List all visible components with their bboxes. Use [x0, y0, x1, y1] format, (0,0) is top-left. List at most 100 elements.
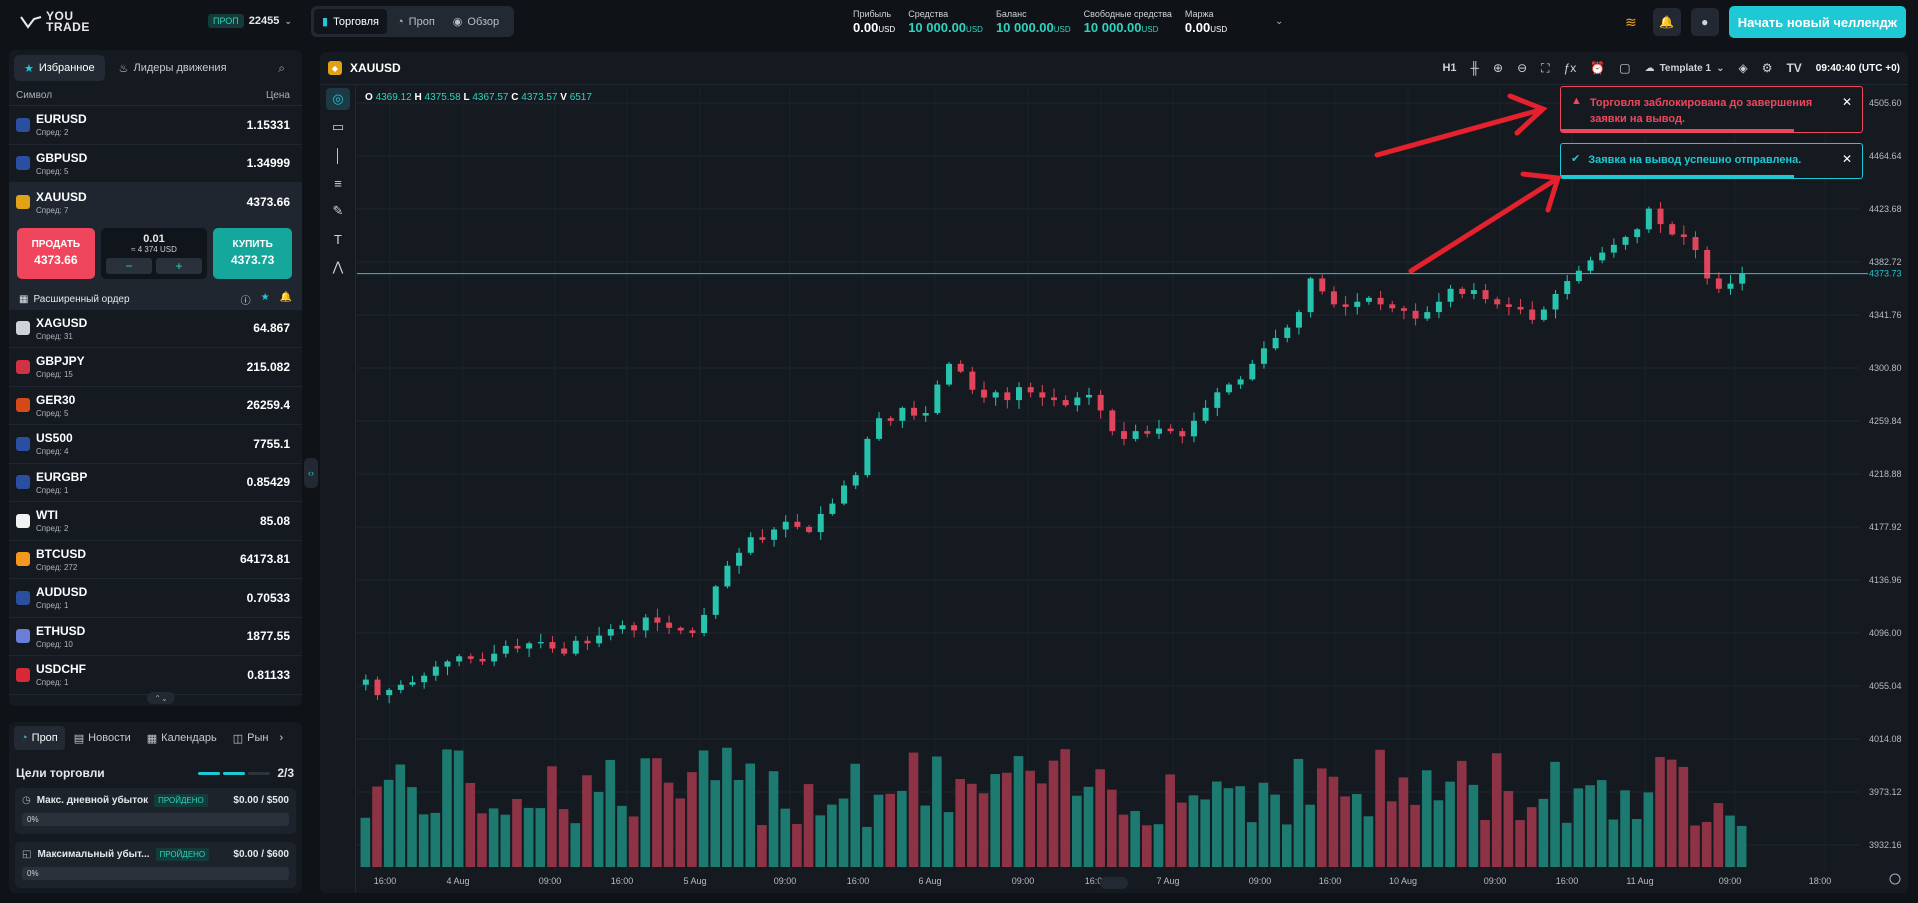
- tab-prop-goals[interactable]: ◔ Проп: [14, 726, 65, 750]
- prop-icon: ◔: [397, 15, 404, 28]
- info-icon[interactable]: ⓘ: [240, 295, 251, 307]
- buy-button[interactable]: КУПИТЬ 4373.73: [213, 227, 292, 279]
- row-spread: Спред: 7: [36, 205, 69, 215]
- candle-body: [969, 371, 976, 390]
- watchlist-row[interactable]: GBPUSD Спред: 5 1.34999: [9, 145, 302, 183]
- star-icon[interactable]: ★: [260, 291, 270, 303]
- tab-favorites[interactable]: ★ Избранное: [14, 55, 105, 81]
- pattern-tool[interactable]: ⋀: [320, 253, 356, 281]
- ruler-tool[interactable]: ▭: [320, 113, 356, 141]
- screenshot-icon[interactable]: ▢: [1619, 61, 1631, 75]
- indicators-icon[interactable]: ƒx: [1563, 61, 1577, 75]
- goal-status: ПРОЙДЕНО: [155, 848, 210, 861]
- close-icon[interactable]: ✕: [1841, 152, 1852, 166]
- volume-bar: [687, 772, 697, 867]
- account-selector[interactable]: ПРОП 22455 ⌄: [208, 14, 292, 28]
- tab-calendar[interactable]: ▦ Календарь: [140, 726, 224, 750]
- row-symbol: USDJPY: [36, 705, 84, 706]
- volume-bar: [908, 752, 919, 867]
- volume-bar: [897, 790, 907, 867]
- increase-button[interactable]: +: [156, 257, 202, 274]
- watchlist-row[interactable]: USDJPY 150.222: [9, 695, 302, 706]
- new-challenge-button[interactable]: Начать новый челлендж: [1728, 6, 1906, 38]
- text-tool[interactable]: T: [320, 225, 356, 253]
- alarm-icon[interactable]: ⏰: [1590, 61, 1606, 75]
- volume-bar: [1503, 791, 1514, 867]
- chart-symbol[interactable]: XAUUSD: [350, 61, 401, 75]
- zoom-out-icon[interactable]: ⊖: [1517, 61, 1528, 75]
- tradingview-icon[interactable]: TV: [1786, 61, 1802, 75]
- chart-scroll-handle[interactable]: [1100, 877, 1128, 889]
- stat-free-margin: Свободные средства 10 000.00USD: [1084, 9, 1172, 35]
- close-icon[interactable]: ✕: [1841, 95, 1852, 109]
- volume-bar: [430, 812, 441, 867]
- tab-label: Лидеры движения: [133, 62, 227, 74]
- tab-label: Избранное: [38, 62, 95, 74]
- watchlist-row[interactable]: XAUUSD Спред: 7 4373.66: [9, 183, 302, 222]
- collapse-handle[interactable]: ⌃⌄: [147, 692, 175, 704]
- watchlist-row[interactable]: BTCUSD Спред: 272 64173.81: [9, 541, 302, 579]
- ohlc-open: 4369.12: [375, 92, 412, 103]
- sell-button[interactable]: ПРОДАТЬ 4373.66: [17, 227, 95, 279]
- pencil-tool[interactable]: ✎: [320, 197, 356, 225]
- tab-markets[interactable]: ◫ Рын: [226, 726, 276, 750]
- volume-bar: [1153, 824, 1164, 867]
- settings-icon[interactable]: ⚙: [1761, 61, 1773, 75]
- advanced-order[interactable]: ▦ Расширенный ордер ⓘ ★ 🔔: [9, 289, 302, 310]
- watchlist-row[interactable]: WTI Спред: 2 85.08: [9, 502, 302, 541]
- watchlist-row[interactable]: GER30 Спред: 5 26259.4: [9, 387, 302, 425]
- watchlist-row[interactable]: US500 Спред: 4 7755.1: [9, 425, 302, 464]
- watchlist-row[interactable]: XAGUSD Спред: 31 64.867: [9, 310, 302, 348]
- stats-expand-icon[interactable]: ⌄: [1275, 16, 1284, 27]
- vertical-line-tool[interactable]: │: [320, 141, 356, 169]
- stat-value: 0.00: [1184, 20, 1211, 35]
- tab-news[interactable]: ▤ Новости: [67, 726, 138, 750]
- watchlist-row[interactable]: EURGBP Спред: 1 0.85429: [9, 464, 302, 502]
- watchlist-row[interactable]: ETHUSD Спред: 10 1877.55: [9, 618, 302, 656]
- candle-body: [992, 392, 999, 398]
- panel-toggle-handle[interactable]: ‹›: [304, 458, 318, 488]
- decrease-button[interactable]: −: [106, 257, 152, 274]
- template-selector[interactable]: ☁ Template 1 ⌄: [1645, 63, 1725, 74]
- reset-icon[interactable]: [1889, 873, 1901, 885]
- watchlist-row[interactable]: AUDUSD Спред: 1 0.70533: [9, 579, 302, 618]
- tab-prop[interactable]: ◔ Проп: [389, 9, 443, 34]
- lot-value[interactable]: 0.01: [143, 232, 165, 245]
- horizontal-lines-tool[interactable]: ≡: [320, 169, 356, 197]
- tab-movers[interactable]: ♨ Лидеры движения: [109, 55, 237, 81]
- fullscreen-icon[interactable]: ⛶: [1541, 60, 1550, 75]
- candle-body: [1494, 299, 1501, 305]
- layers-icon[interactable]: ◈: [1738, 61, 1748, 75]
- logo-text-1: YOU: [46, 9, 74, 23]
- candle-body: [747, 537, 754, 553]
- tab-overview[interactable]: ◉ Обзор: [445, 9, 507, 34]
- candle-body: [409, 682, 416, 685]
- zoom-in-icon[interactable]: ⊕: [1493, 61, 1504, 75]
- search-icon[interactable]: ⌕: [278, 60, 285, 75]
- tab-trading[interactable]: ▮ Торговля: [314, 9, 388, 34]
- chevron-down-icon: ⌄: [1716, 62, 1725, 74]
- candles-icon[interactable]: ╫: [1470, 61, 1480, 75]
- notifications-button[interactable]: 🔔: [1652, 8, 1681, 36]
- profile-button[interactable]: ●: [1690, 8, 1719, 36]
- drawing-toolbar: ◎ ▭ │ ≡ ✎ T ⋀: [320, 85, 356, 893]
- trade-panel: ПРОДАТЬ 4373.66 0.01 ≈ 4 374 USD − + КУПИТЬ 4…: [9, 221, 302, 290]
- watchlist-row[interactable]: USDCHF Спред: 1 0.81133: [9, 656, 302, 695]
- volume-bar: [675, 798, 686, 867]
- crosshair-tool[interactable]: ◎: [320, 85, 356, 113]
- chevron-right-icon[interactable]: ›: [279, 732, 284, 744]
- volume-bar: [1631, 819, 1642, 867]
- flame-icon: ♨: [118, 62, 129, 75]
- logo-text-2: TRADE: [46, 20, 90, 34]
- timeframe-button[interactable]: H1: [1442, 62, 1457, 74]
- x-tick-label: 4 Aug: [446, 876, 469, 886]
- watchlist-row[interactable]: GBPJPY Спред: 15 215.082: [9, 348, 302, 387]
- candle-body: [1284, 327, 1291, 338]
- bell-icon[interactable]: 🔔: [279, 291, 292, 303]
- goals-count: 2/3: [277, 766, 294, 780]
- row-symbol: GER30: [36, 392, 76, 407]
- price-chart[interactable]: 4505.60 4464.64 4423.68 4382.72 4341.76 4300.…: [320, 52, 1908, 893]
- watchlist-row[interactable]: EURUSD Спред: 2 1.15331: [9, 106, 302, 145]
- logo[interactable]: YOU TRADE: [20, 9, 90, 34]
- x-tick-label: 16:00: [1319, 876, 1342, 886]
